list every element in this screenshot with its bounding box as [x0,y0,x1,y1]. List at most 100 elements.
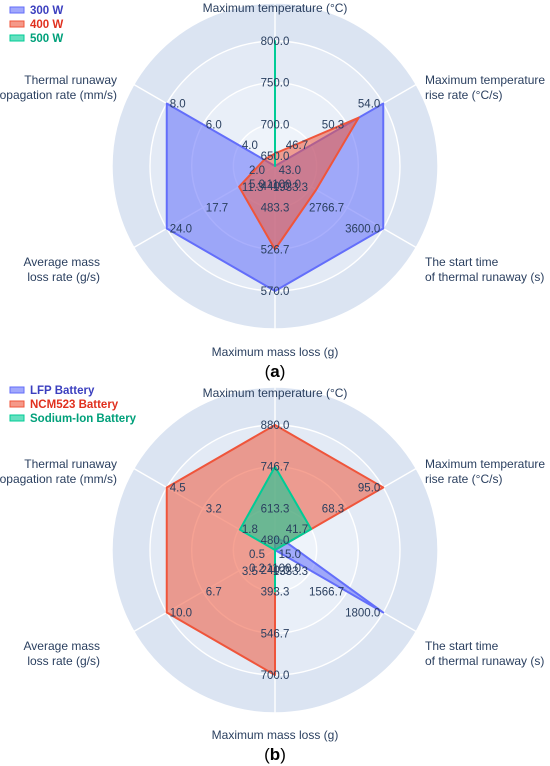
series-polygon-400-w [238,116,360,251]
axis-title-line: Maximum temperature (°C) [203,386,348,400]
axis-tick-label: 2766.7 [309,203,344,215]
legend-label: 400 W [30,19,63,31]
axis-tick-label: 483.3 [261,203,290,215]
panel-caption: (b) [264,745,286,764]
axis-title-line: of thermal runaway (s) [425,270,544,284]
panel-caption-part: ) [280,362,286,381]
axis-title-line: loss rate (g/s) [27,654,100,668]
axis-title-line: loss rate (g/s) [27,270,100,284]
legend-swatch [9,400,25,408]
legend-swatch [9,414,25,422]
legend-label: LFP Battery [30,385,95,397]
axis-tick-label: 4.5 [170,483,186,495]
axis-tick-label: 1333.3 [273,566,308,578]
axis-tick-label: 2.0 [249,165,265,177]
axis-tick-label: 393.3 [261,587,290,599]
axis-title-line: Thermal runaway [24,73,117,87]
axis-tick-label: 24.0 [170,224,192,236]
axis-title-line: Maximum temperature [425,457,545,471]
legend-swatch [9,6,25,14]
axis-tick-label: 5.0 [249,179,265,191]
axis-tick-label: 17.7 [206,203,228,215]
axis-title-line: Maximum mass loss (g) [212,345,339,359]
axis-title: Maximum temperature (°C) [203,1,348,15]
axis-tick-label: 1100.0 [267,563,301,575]
axis-title: The start time of thermal runaway (s) [425,639,544,668]
axis-tick-label: 0.5 [249,549,265,561]
axis-title: Thermal runaway propagation rate (mm/s) [0,457,117,486]
axis-tick-label: 11.3 [242,182,264,194]
axis-title: Thermal runaway propagation rate (mm/s) [0,73,117,102]
axis-tick-label: 6.7 [206,587,222,599]
legend-label: 300 W [30,5,63,17]
series-polygon-sodium-ion-battery [238,465,313,593]
axis-title-line: propagation rate (mm/s) [0,88,117,102]
axis-title: Average mass loss rate (g/s) [24,639,100,668]
legend-swatch [9,34,25,42]
axis-tick-label: 240.0 [261,565,290,577]
axis-tick-label: 3.5 [242,566,258,578]
axis-title-line: propagation rate (mm/s) [0,472,117,486]
axis-tick-label: 43.0 [279,165,301,177]
legend-label: 500 W [30,33,63,45]
axis-tick-label: 440.0 [261,181,290,193]
legend-label: Sodium-Ion Battery [30,413,137,425]
panel-caption-part: ( [265,362,271,381]
axis-tick-label: 1800.0 [345,608,380,620]
axis-tick-label: 68.3 [322,503,344,515]
axis-tick-label: 700.0 [261,119,290,131]
axis-tick-label: 800.0 [261,36,290,48]
axis-tick-label: 6.0 [206,119,222,131]
axis-tick-label: 613.3 [261,503,290,515]
axis-tick-label: 880.0 [261,420,290,432]
panel-caption-part: ) [280,745,286,764]
axis-tick-label: 480.0 [261,535,290,547]
axis-title: Maximum temperature rise rate (°C/s) [425,73,545,102]
panel-caption-part: b [270,745,280,764]
axis-title-line: rise rate (°C/s) [425,472,502,486]
axis-tick-label: 41.7 [286,524,308,536]
axis-title-line: of thermal runaway (s) [425,654,544,668]
axis-title-line: Average mass [24,255,100,269]
axis-tick-label: 8.0 [170,99,186,111]
axis-tick-label: 526.7 [261,244,290,256]
axis-tick-label: 50.3 [322,119,344,131]
radar-panel-b: 480.0 613.3 746.7 880.0 15.0 41.7 68.3 95.0 1100… [0,385,545,764]
axis-tick-label: 700.0 [261,670,290,682]
axis-title-line: Maximum mass loss (g) [212,728,339,742]
axis-tick-label: 546.7 [261,628,290,640]
axis-tick-label: 4.0 [242,140,258,152]
axis-tick-label: 10.0 [170,608,192,620]
axis-tick-label: 650.0 [261,151,290,163]
axis-tick-label: 570.0 [261,286,290,298]
axis-tick-label: 15.0 [279,549,301,561]
legend-swatch [9,20,25,28]
panel-caption: (a) [265,362,286,381]
panel-caption-part: ( [264,745,270,764]
axis-tick-label: 1933.3 [273,182,308,194]
axis-tick-label: 3.2 [206,503,222,515]
legend-swatch [9,386,25,394]
axis-tick-label: 46.7 [286,140,308,152]
legend-label: NCM523 Battery [30,399,119,411]
axis-tick-label: 54.0 [358,99,380,111]
axis-tick-label: 95.0 [358,483,380,495]
axis-tick-label: 0.2 [249,563,265,575]
axis-tick-label: 3600.0 [345,224,380,236]
axis-title: Maximum temperature rise rate (°C/s) [425,457,545,486]
axis-tick-label: 746.7 [261,462,290,474]
axis-title-line: The start time [425,255,499,269]
axis-title-line: Thermal runaway [24,457,117,471]
axis-title-line: Maximum temperature (°C) [203,1,348,15]
axis-title: Maximum temperature (°C) [203,386,348,400]
axis-title-line: Average mass [24,639,100,653]
radar-panel-a: 650.0 700.0 750.0 800.0 43.0 46.7 50.3 54.0 1100… [0,1,545,381]
axis-title-line: Maximum temperature [425,73,545,87]
axis-title-line: rise rate (°C/s) [425,88,502,102]
axis-title-line: The start time [425,639,499,653]
panel-caption-part: a [270,362,280,381]
axis-title: Average mass loss rate (g/s) [24,255,100,284]
axis-title: The start time of thermal runaway (s) [425,255,544,284]
axis-tick-label: 1100.0 [267,179,301,191]
